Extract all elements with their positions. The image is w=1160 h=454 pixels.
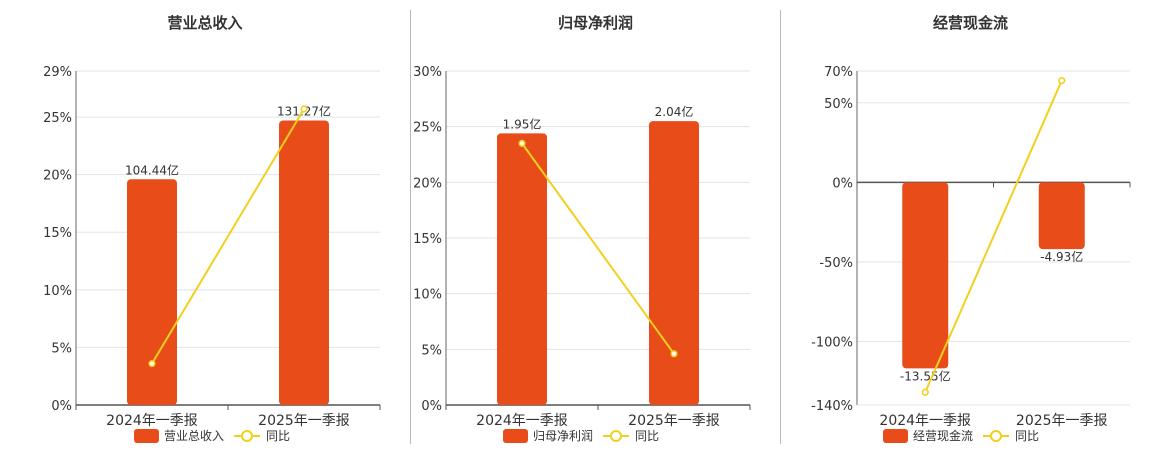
yoy-point	[300, 105, 308, 113]
yoy-line	[924, 80, 1063, 393]
chart-net-profit: 30% 25% 20% 15% 10% 5% 0% 2024年一季报 2025年一季报 1.95亿…	[413, 65, 751, 443]
y-tick-label: -140%	[811, 399, 853, 414]
y-tick-label: 30%	[413, 65, 442, 80]
legend-line-label: 同比	[1015, 429, 1039, 443]
y-tick-label: 5%	[421, 343, 442, 358]
bar	[127, 179, 177, 405]
yoy-point	[148, 359, 156, 368]
bar	[649, 121, 699, 405]
x-tick-label: 2024年一季报	[106, 413, 198, 429]
legend-line-marker	[610, 430, 622, 442]
y-tick-label: 5%	[51, 341, 72, 356]
legend-bar-swatch	[503, 429, 528, 443]
legend-line-label: 同比	[266, 429, 290, 443]
y-tick-label: -100%	[811, 335, 853, 350]
yoy-point	[921, 388, 929, 396]
bar	[1038, 182, 1085, 250]
y-tick-label: -50%	[819, 256, 853, 271]
y-tick-label: 15%	[413, 232, 442, 247]
chart-title: 经营现金流	[932, 14, 1008, 32]
chart-panel-revenue: 营业总收入 29% 25% 20% 15% 10% 5% 0% 2024年一季报 2025年一季…	[0, 0, 410, 450]
legend-line-label: 同比	[635, 429, 659, 443]
x-tick-label: 2024年一季报	[879, 413, 971, 429]
yoy-line	[521, 142, 675, 355]
chart-panel-cash-flow: 经营现金流 70% 50% 0% -50% -100% -140% 2024年一季报 2025…	[781, 0, 1160, 450]
yoy-point	[518, 139, 526, 147]
y-tick-label: 50%	[824, 97, 853, 112]
yoy-point	[670, 350, 678, 358]
x-tick-label: 2025年一季报	[258, 413, 350, 429]
y-tick-label: 20%	[413, 176, 442, 191]
x-tick-label: 2024年一季报	[476, 413, 568, 429]
legend-bar-swatch	[134, 429, 159, 443]
x-tick-label: 2025年一季报	[1016, 413, 1108, 429]
y-tick-label: 20%	[43, 169, 72, 184]
y-tick-label: 0%	[421, 399, 442, 414]
bar-value-label: -4.93亿	[1040, 249, 1083, 264]
chart-title: 营业总收入	[167, 14, 243, 32]
x-tick-label: 2025年一季报	[628, 413, 720, 429]
bar-value-label: 104.44亿	[125, 162, 179, 177]
y-tick-label: 0%	[832, 176, 853, 191]
y-tick-label: 25%	[43, 111, 72, 126]
y-tick-label: 0%	[51, 399, 72, 414]
y-tick-label: 29%	[43, 65, 72, 80]
legend-bar-label: 归母净利润	[533, 429, 593, 443]
y-tick-label: 10%	[413, 288, 442, 303]
chart-cash-flow: 70% 50% 0% -50% -100% -140% 2024年一季报 2025年一季报 -1…	[811, 65, 1131, 443]
legend-bar-swatch	[883, 429, 908, 443]
chart-revenue: 29% 25% 20% 15% 10% 5% 0% 2024年一季报 2025年一季报 104.4…	[43, 65, 381, 443]
y-tick-label: 10%	[43, 284, 72, 299]
bar	[497, 133, 547, 405]
bar	[902, 182, 949, 369]
chart-panel-net-profit: 归母净利润 30% 25% 20% 15% 10% 5% 0% 2024年一季报 2025年一季…	[411, 0, 780, 450]
panel-divider	[410, 10, 411, 444]
bar	[279, 120, 329, 405]
legend-line-marker	[990, 430, 1002, 442]
y-tick-label: 70%	[824, 65, 853, 80]
legend-line-marker	[241, 430, 253, 442]
bar-value-label: 1.95亿	[503, 116, 542, 131]
bar-value-label: 2.04亿	[655, 104, 694, 119]
yoy-line	[151, 108, 305, 365]
legend-bar-label: 经营现金流	[913, 428, 973, 443]
chart-title: 归母净利润	[557, 14, 633, 32]
yoy-point	[1058, 76, 1066, 85]
y-tick-label: 25%	[413, 121, 442, 136]
bar-value-label: -13.55亿	[900, 368, 951, 383]
y-tick-label: 15%	[43, 226, 72, 241]
panel-divider	[780, 10, 781, 444]
legend-bar-label: 营业总收入	[164, 429, 224, 443]
